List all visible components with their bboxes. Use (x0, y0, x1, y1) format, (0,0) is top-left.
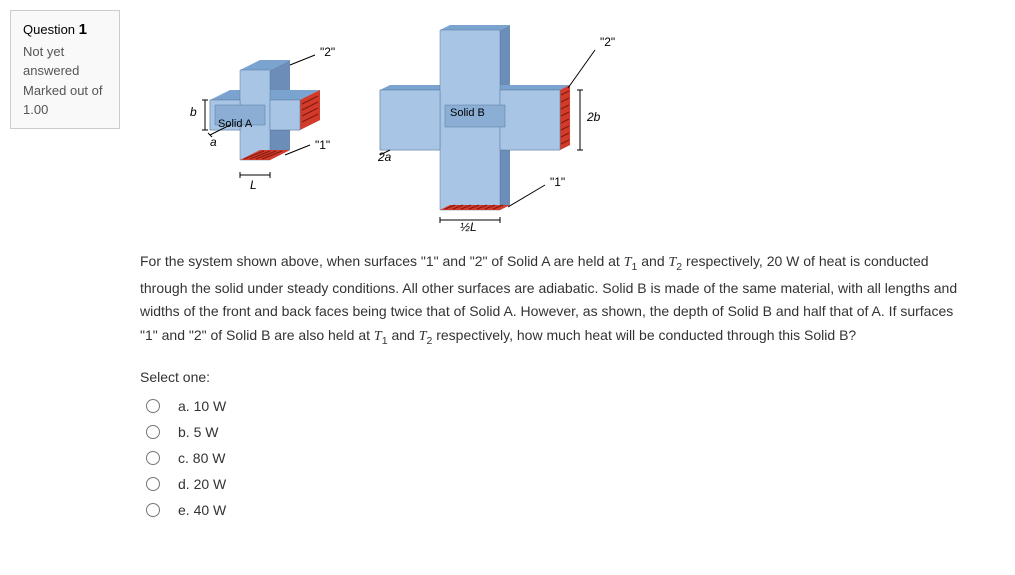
option-e: e. 40 W (140, 497, 965, 523)
option-c-radio[interactable] (146, 451, 160, 465)
option-b-radio[interactable] (146, 425, 160, 439)
option-c: c. 80 W (140, 445, 965, 471)
dim-2b: 2b (587, 110, 600, 124)
question-text: For the system shown above, when surface… (140, 250, 965, 351)
solid-b-svg (350, 10, 610, 230)
option-d-radio[interactable] (146, 477, 160, 491)
option-d: d. 20 W (140, 471, 965, 497)
solid-a-label: Solid A (218, 118, 252, 130)
option-b-label: b. 5 W (178, 424, 218, 440)
options-list: a. 10 W b. 5 W c. 80 W d. 20 W e. 40 W (140, 393, 965, 523)
option-a: a. 10 W (140, 393, 965, 419)
surf-a2: "2" (320, 45, 335, 59)
dim-L: L (250, 178, 257, 192)
surf-a1: "1" (315, 138, 330, 152)
question-info-box: Question 1 Not yet answered Marked out o… (10, 10, 120, 129)
solid-b-label: Solid B (450, 107, 485, 119)
dim-b: b (190, 105, 197, 119)
question-figure: Solid A b a L "2" "1" (140, 10, 965, 230)
dim-a: a (210, 135, 217, 149)
surf-b1: "1" (550, 175, 565, 189)
option-d-label: d. 20 W (178, 476, 226, 492)
select-one-label: Select one: (140, 369, 965, 385)
solid-a-svg (160, 40, 360, 220)
option-a-label: a. 10 W (178, 398, 226, 414)
option-c-label: c. 80 W (178, 450, 225, 466)
option-a-radio[interactable] (146, 399, 160, 413)
option-e-label: e. 40 W (178, 502, 226, 518)
dim-2a: 2a (378, 150, 391, 164)
question-marks: Marked out of 1.00 (23, 81, 107, 120)
surf-b2: "2" (600, 35, 615, 49)
question-number: Question 1 (23, 19, 107, 42)
question-content: Solid A b a L "2" "1" (140, 10, 1005, 523)
question-status: Not yet answered (23, 42, 107, 81)
option-e-radio[interactable] (146, 503, 160, 517)
option-b: b. 5 W (140, 419, 965, 445)
dim-halfL: ½L (460, 220, 477, 234)
